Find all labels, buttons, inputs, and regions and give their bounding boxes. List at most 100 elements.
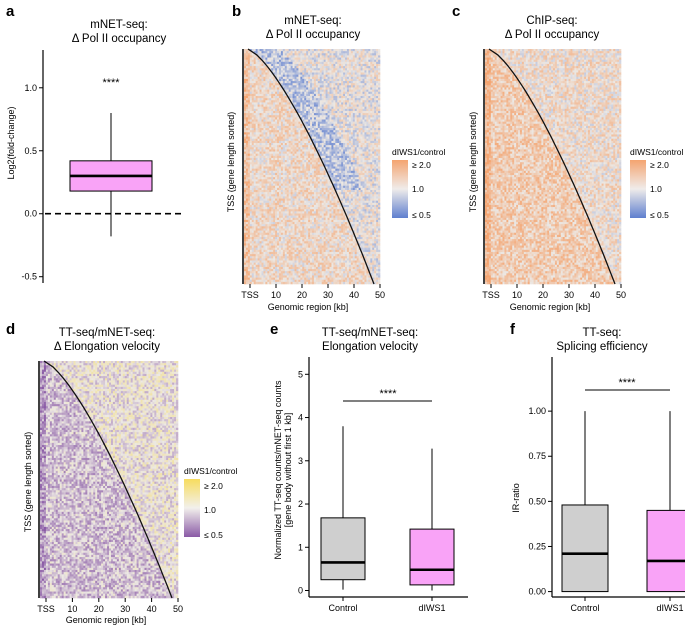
- heat-cell: [325, 119, 328, 122]
- heat-cell: [308, 115, 311, 118]
- heat-cell: [286, 140, 289, 144]
- heat-cell: [253, 89, 256, 93]
- heat-cell: [335, 76, 338, 80]
- heat-cell: [374, 157, 377, 161]
- heat-cell: [271, 78, 274, 82]
- heat-cell: [374, 160, 377, 163]
- heat-cell: [376, 132, 379, 135]
- heat-cell: [360, 138, 363, 142]
- heat-cell: [370, 91, 373, 95]
- heat-cell: [358, 181, 361, 184]
- heat-cell: [358, 162, 361, 165]
- heat-cell: [312, 66, 315, 69]
- heat-cell: [244, 117, 247, 120]
- heat-cell: [273, 63, 276, 67]
- heat-cell: [310, 93, 313, 97]
- heat-cell: [257, 130, 260, 133]
- heat-cell: [275, 138, 278, 142]
- heat-cell: [360, 68, 363, 71]
- heat-cell: [312, 51, 315, 54]
- heat-cell: [341, 100, 344, 103]
- heat-cell: [255, 74, 258, 78]
- heat-cell: [290, 85, 293, 88]
- heat-cell: [341, 149, 344, 152]
- heat-cell: [261, 160, 264, 163]
- heat-cell: [372, 123, 375, 127]
- heat-cell: [368, 87, 371, 90]
- heat-cell: [245, 147, 249, 150]
- heat-cell: [327, 72, 330, 75]
- heat-cell: [333, 49, 336, 52]
- heat-cell: [358, 87, 361, 90]
- heat-cell: [273, 115, 276, 118]
- heat-cell: [284, 106, 288, 110]
- heat-cell: [325, 81, 328, 84]
- heat-cell: [302, 198, 305, 201]
- heat-cell: [263, 100, 266, 103]
- heat-cell: [298, 104, 301, 107]
- heat-cell: [304, 63, 307, 67]
- heat-cell: [300, 185, 303, 189]
- heat-cell: [329, 160, 332, 163]
- heat-cell: [346, 68, 350, 71]
- heat-cell: [278, 166, 282, 169]
- heat-cell: [339, 98, 342, 101]
- heat-cell: [343, 113, 346, 116]
- heat-cell: [286, 53, 289, 56]
- heat-cell: [306, 117, 309, 120]
- heat-cell: [296, 76, 299, 80]
- heat-cell: [267, 160, 270, 163]
- heat-cell: [329, 87, 332, 90]
- heat-cell: [331, 149, 334, 152]
- heat-cell: [294, 151, 297, 154]
- heat-cell: [280, 153, 284, 157]
- heat-cell: [343, 91, 346, 95]
- heat-cell: [288, 166, 291, 169]
- heat-cell: [370, 157, 373, 161]
- heat-cell: [249, 143, 253, 146]
- heat-cell: [244, 100, 247, 103]
- heat-cell: [282, 113, 286, 116]
- heat-cell: [352, 187, 356, 191]
- heat-cell: [315, 53, 319, 56]
- heat-cell: [300, 61, 303, 65]
- heat-cell: [366, 192, 369, 195]
- heat-cell: [302, 166, 305, 169]
- heat-cell: [263, 110, 266, 114]
- heat-cell: [312, 117, 315, 120]
- heat-cell: [267, 190, 270, 193]
- heat-cell: [257, 57, 260, 60]
- heat-cell: [304, 51, 307, 54]
- heat-cell: [245, 164, 249, 167]
- heat-cell: [261, 55, 264, 58]
- heat-cell: [312, 121, 315, 125]
- heat-cell: [378, 108, 381, 112]
- heat-cell: [308, 157, 311, 161]
- heat-cell: [253, 147, 256, 150]
- heat-cell: [267, 166, 270, 169]
- heat-cell: [343, 183, 346, 187]
- heat-cell: [335, 185, 338, 189]
- heat-cell: [354, 61, 357, 65]
- heat-cell: [304, 104, 307, 107]
- heat-cell: [310, 87, 313, 90]
- heat-cell: [282, 192, 286, 195]
- heat-cell: [327, 149, 330, 152]
- heat-cell: [372, 196, 375, 199]
- heat-cell: [296, 181, 299, 184]
- heat-cell: [286, 119, 289, 122]
- heat-cell: [339, 123, 342, 127]
- heat-cell: [265, 83, 268, 86]
- heat-cell: [354, 121, 357, 125]
- heat-cell: [325, 194, 328, 197]
- heat-cell: [370, 72, 373, 75]
- heat-cell: [350, 155, 354, 159]
- heat-cell: [343, 63, 346, 67]
- heat-cell: [251, 98, 255, 101]
- heat-cell: [261, 93, 264, 97]
- heat-cell: [253, 153, 256, 157]
- heat-cell: [370, 110, 373, 114]
- heat-cell: [315, 147, 319, 150]
- heat-cell: [333, 104, 336, 107]
- heat-cell: [253, 151, 256, 154]
